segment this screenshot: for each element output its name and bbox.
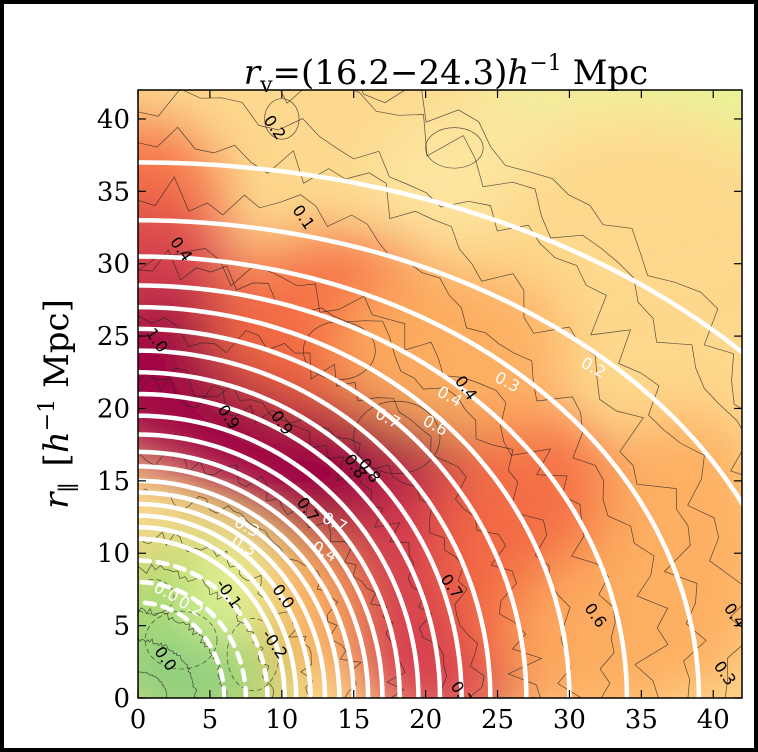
title-sub: v [259,73,273,98]
y-tick-label: 35 [97,177,130,207]
white-contour-line [138,536,287,698]
x-tick-label: 5 [202,705,219,735]
white-contour-line [138,218,742,508]
black-contours [138,90,742,698]
white-contour-line [138,391,443,698]
ylabel-h: h [37,431,77,453]
title-r: r [244,53,262,93]
y-tick-label: 0 [113,684,130,714]
contour-chart: 0.20.30.40.60.70.70.40.30.30.20.00.20.10… [35,51,743,735]
black-contour-line [138,607,228,698]
x-tick-label: 35 [625,705,658,735]
y-tick-label: 10 [97,539,130,569]
title-unit: Mpc [562,53,648,93]
white-contour-line [138,304,572,698]
white-contour-line [138,490,342,698]
black-contour-loop [353,400,441,474]
title-h: h [507,53,529,93]
chart-title: rv=(16.2−24.3)h−1 Mpc [244,51,648,98]
x-tick-label: 15 [337,705,370,735]
black-contour-loop [144,610,218,670]
white-contour-line [138,478,356,698]
y-tick-label: 15 [97,467,130,497]
white-contour-line [138,283,630,698]
black-contour-line [138,126,707,698]
ylabel-r: r [37,491,77,509]
white-contour-line [138,413,421,698]
white-contours [138,160,742,698]
ylabel-exp: −1 [35,399,60,431]
y-tick-label: 40 [97,105,130,135]
y-axis-label: r∥ [h−1 Mpc] [35,299,82,509]
axes-frame [137,89,743,699]
black-contour-loop [138,578,175,615]
y-tick-label: 20 [97,394,130,424]
white-contour-line [138,501,328,698]
white-contour-line [138,370,464,698]
black-contour-line [138,367,485,698]
x-tick-label: 20 [409,705,442,735]
y-tick-label: 5 [113,612,130,642]
ylabel-sub: ∥ [57,482,82,492]
black-contour-line [138,637,198,698]
white-contour-line [138,432,402,698]
axis-ticks: 0 5 10 15 20 25 30 35 40 0 5 10 15 20 25 30 35 40 [97,90,742,735]
black-contour-loop [264,98,300,140]
title-exp: −1 [529,51,561,76]
black-contour-line [138,671,168,698]
white-contour-line [138,160,742,356]
figure-frame: 0.2 0.3 0.4 0.6 0.7 0.7 0.4 0.3 0.3 0.2 0.0 0.2 0.1 0… [4,4,754,748]
white-contour-line [138,449,385,698]
x-tick-label: 10 [265,705,298,735]
white-contour-line [138,326,529,698]
white-contour-line [138,558,270,698]
ylabel-open: [ [37,453,77,466]
black-contour-loop [425,127,484,169]
x-tick-label: 30 [553,705,586,735]
y-tick-label: 25 [97,322,130,352]
black-contour-line [280,90,742,476]
white-contour-line [138,579,249,698]
white-contour-line [138,464,371,698]
white-contour-line [138,348,493,698]
black-contour-line [138,452,406,698]
title-body: =(16.2−24.3) [273,53,508,93]
black-contour-line [138,176,669,698]
heat-blob [339,263,570,438]
y-tick-label: 30 [97,250,130,280]
x-tick-label: 25 [481,705,514,735]
x-tick-label: 40 [697,705,730,735]
white-contour-line [138,513,313,698]
white-contour-line [138,600,227,698]
x-tick-label: 0 [130,705,147,735]
black-contour-line [138,315,543,698]
white-contour-line [138,524,299,698]
white-contour-line [138,254,702,698]
black-contour-line [361,90,742,410]
black-contour-line [138,90,742,698]
ylabel-unit: Mpc] [37,299,77,399]
